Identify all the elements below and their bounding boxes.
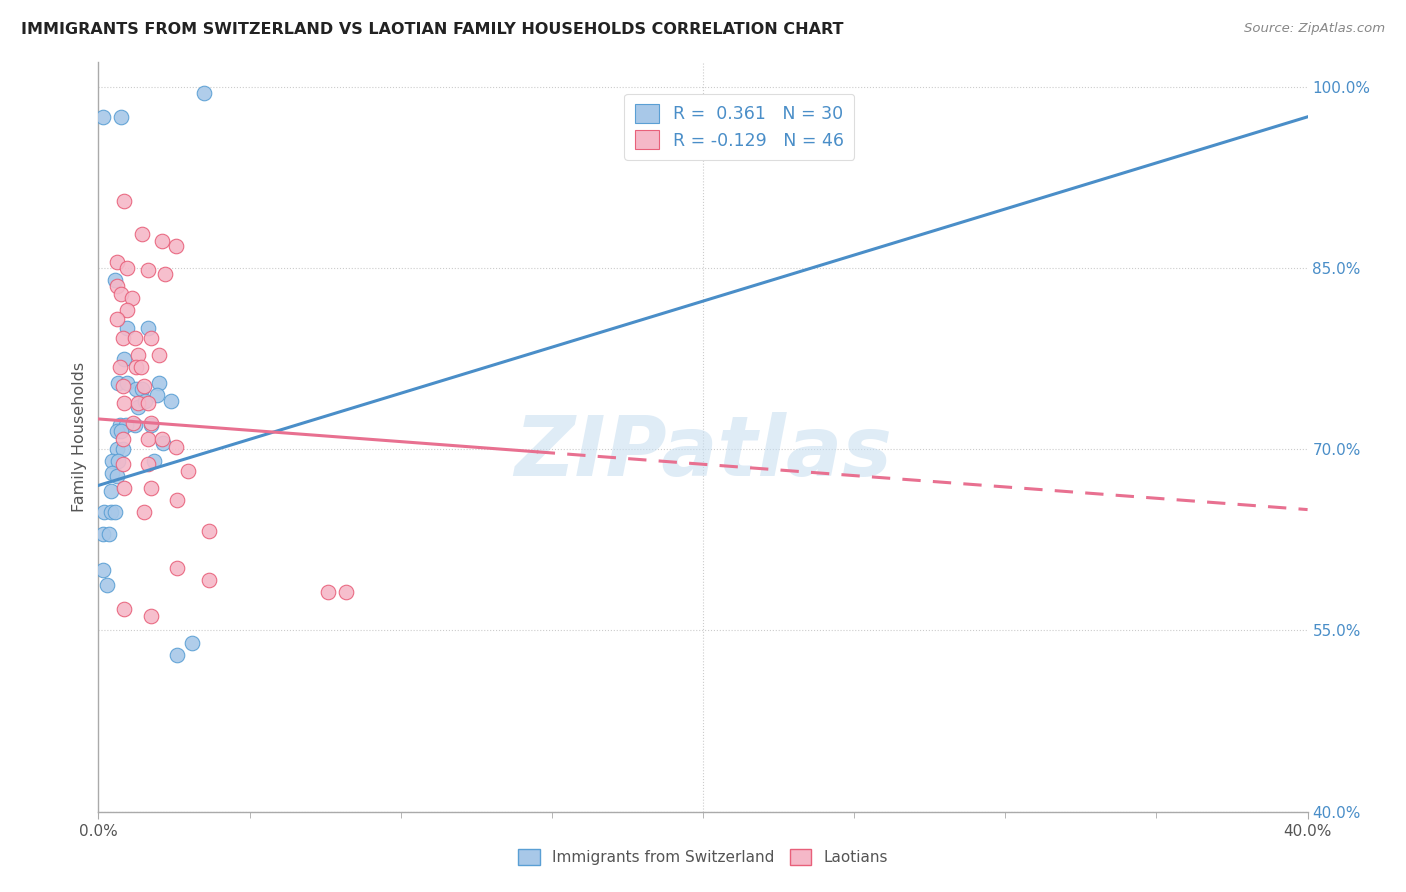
Point [197, 524, 219, 539]
Point [108, 359, 131, 374]
Point [108, 417, 131, 432]
Point [105, 279, 128, 293]
Point [105, 255, 128, 269]
Point [127, 396, 149, 410]
Point [104, 505, 127, 519]
Point [136, 433, 159, 447]
Point [150, 433, 173, 447]
Point [153, 267, 176, 281]
Point [96, 577, 118, 591]
Point [115, 260, 138, 275]
Point [100, 505, 122, 519]
Point [112, 601, 135, 615]
Point [111, 331, 134, 345]
Point [129, 359, 152, 374]
Point [148, 348, 170, 362]
Point [91, 110, 114, 124]
Point [150, 235, 173, 249]
Point [176, 464, 198, 478]
Point [143, 454, 166, 468]
Point [111, 442, 134, 457]
Y-axis label: Family Households: Family Households [72, 362, 87, 512]
Point [100, 484, 122, 499]
Point [136, 263, 159, 277]
Point [146, 388, 169, 402]
Point [136, 396, 159, 410]
Point [98, 526, 121, 541]
Point [110, 287, 132, 301]
Point [193, 86, 215, 100]
Point [131, 227, 153, 241]
Point [107, 454, 129, 468]
Point [105, 311, 128, 326]
Point [124, 331, 146, 345]
Point [132, 379, 155, 393]
Point [136, 457, 159, 471]
Point [127, 400, 149, 414]
Point [141, 481, 163, 495]
Point [181, 635, 204, 649]
Point [165, 440, 187, 454]
Point [141, 609, 163, 624]
Point [115, 321, 138, 335]
Point [335, 584, 357, 599]
Point [125, 359, 148, 374]
Legend: Immigrants from Switzerland, Laotians: Immigrants from Switzerland, Laotians [512, 843, 894, 871]
Point [114, 417, 136, 432]
Point [111, 433, 134, 447]
Point [132, 505, 155, 519]
Point [91, 526, 114, 541]
Point [111, 379, 134, 393]
Point [105, 468, 128, 483]
Point [165, 239, 187, 253]
Point [105, 424, 128, 438]
Point [112, 396, 135, 410]
Point [127, 348, 149, 362]
Point [104, 273, 127, 287]
Point [131, 382, 153, 396]
Point [112, 351, 135, 366]
Point [110, 110, 132, 124]
Point [166, 560, 188, 574]
Point [110, 424, 132, 438]
Point [141, 417, 163, 432]
Text: IMMIGRANTS FROM SWITZERLAND VS LAOTIAN FAMILY HOUSEHOLDS CORRELATION CHART: IMMIGRANTS FROM SWITZERLAND VS LAOTIAN F… [21, 22, 844, 37]
Point [125, 382, 148, 396]
Point [101, 467, 124, 481]
Point [166, 648, 188, 662]
Point [122, 416, 145, 430]
Point [152, 436, 174, 450]
Text: ZIPatlas: ZIPatlas [515, 411, 891, 492]
Point [121, 291, 143, 305]
Point [101, 454, 124, 468]
Point [111, 457, 134, 471]
Point [91, 563, 114, 577]
Point [134, 393, 156, 408]
Point [141, 416, 163, 430]
Point [112, 194, 135, 209]
Legend: R =  0.361   N = 30, R = -0.129   N = 46: R = 0.361 N = 30, R = -0.129 N = 46 [624, 94, 855, 160]
Point [107, 376, 129, 390]
Point [197, 573, 219, 587]
Point [115, 303, 138, 318]
Point [316, 584, 339, 599]
Point [141, 331, 163, 345]
Point [166, 492, 188, 507]
Point [136, 321, 159, 335]
Point [112, 481, 135, 495]
Point [148, 376, 170, 390]
Text: Source: ZipAtlas.com: Source: ZipAtlas.com [1244, 22, 1385, 36]
Point [160, 393, 183, 408]
Point [124, 417, 146, 432]
Point [105, 442, 128, 457]
Point [115, 376, 138, 390]
Point [93, 505, 115, 519]
